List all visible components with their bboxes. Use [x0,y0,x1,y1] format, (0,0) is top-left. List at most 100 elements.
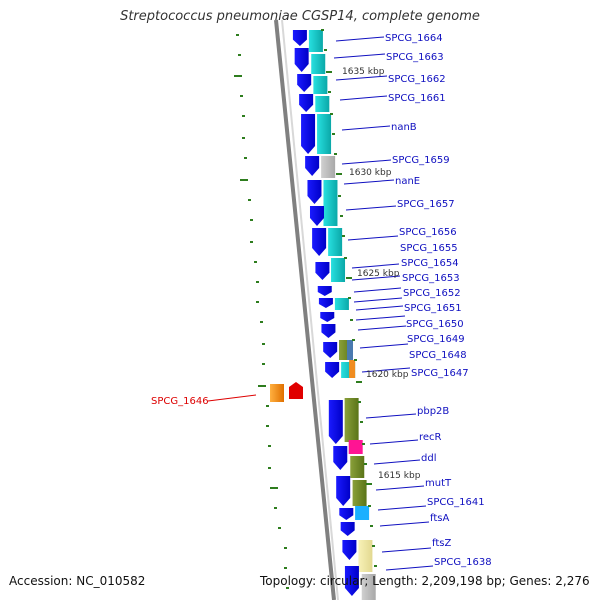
gene-label[interactable]: pbp2B [417,406,449,417]
cog-block [334,298,349,310]
gc-content-track [234,34,289,589]
gene-arrow[interactable] [299,94,314,112]
gene-label[interactable]: SPCG_1659 [392,155,450,166]
genome-backbone [274,19,336,600]
cog-block [350,456,365,478]
gene-label[interactable]: SPCG_1657 [397,199,455,210]
gene-leader-line [353,297,403,303]
gene-label[interactable]: SPCG_1651 [404,303,462,314]
gene-leader-line [335,75,388,81]
cog-block [358,540,373,572]
ruler-label: 1620 kbp [366,370,409,380]
gene-leader-line [357,325,407,331]
genome-backbone-shadow [281,19,339,600]
gene-leader-line [355,315,406,321]
cog-block-reverse [270,384,284,402]
gene-leader-line [351,275,401,281]
ruler-label: 1635 kbp [342,67,385,77]
gene-arrow[interactable] [323,342,338,358]
gene-label[interactable]: SPCG_1664 [385,33,443,44]
gene-arrow[interactable] [312,228,327,256]
gene-arrow[interactable] [315,262,330,280]
gene-leader-line [373,459,421,465]
gene-arrow[interactable] [318,298,333,308]
gene-leader-line [385,565,434,571]
gene-leader-line [365,413,417,419]
gene-label-reverse[interactable]: SPCG_1646 [151,396,209,407]
gene-label[interactable]: SPCG_1655 [400,243,458,254]
gene-leader-line [369,439,419,445]
gene-arrow[interactable] [321,324,336,338]
cog-block [315,96,330,112]
cog-block [361,574,376,600]
gene-leader-line [379,521,430,527]
gene-label[interactable]: SPCG_1647 [411,368,469,379]
gene-arrow[interactable] [342,540,357,560]
gene-arrow[interactable] [339,508,354,520]
gene-arrow[interactable] [292,30,307,46]
gene-arrow[interactable] [307,180,322,204]
gene-arrow[interactable] [340,522,355,536]
cog-block [331,258,346,282]
gene-label[interactable]: SPCG_1662 [388,74,446,85]
gene-label[interactable]: SPCG_1652 [403,288,461,299]
genome-summary-text: Topology: circular; Length: 2,209,198 bp… [260,574,590,588]
gene-label[interactable]: SPCG_1661 [388,93,446,104]
gene-label[interactable]: ftsA [430,513,449,524]
gene-leader-line [345,205,397,211]
gene-label[interactable]: ftsZ [432,538,451,549]
gene-label[interactable]: ddl [421,453,436,464]
gene-label[interactable]: SPCG_1656 [399,227,457,238]
cog-block [344,398,359,442]
cog-block [323,180,338,226]
gene-label[interactable]: nanB [391,122,417,133]
gene-label[interactable]: SPCG_1663 [386,52,444,63]
cog-block [346,340,353,360]
gene-arrow[interactable] [305,156,320,176]
gene-arrow[interactable] [317,286,332,296]
gene-arrow[interactable] [344,566,359,596]
gene-leader-line [375,485,425,491]
gene-arrow[interactable] [294,48,309,72]
gene-leader-line [341,125,391,131]
gene-label[interactable]: SPCG_1638 [434,557,492,568]
gene-leader-line [347,235,399,241]
gene-label[interactable]: nanE [395,176,420,187]
gene-arrow[interactable] [328,400,343,444]
gene-leader-line [359,343,409,349]
gene-arrow[interactable] [301,114,316,154]
gene-label[interactable]: recR [419,432,442,443]
gene-label[interactable]: SPCG_1641 [427,497,485,508]
gene-label[interactable]: SPCG_1650 [406,319,464,330]
gene-arrow-reverse[interactable] [289,382,303,399]
gene-leader-line [335,36,385,42]
gene-label[interactable]: SPCG_1649 [407,334,465,345]
gene-arrow[interactable] [320,312,335,322]
ruler-label: 1615 kbp [378,471,421,481]
gene-label[interactable]: SPCG_1653 [402,273,460,284]
accession-text: Accession: NC_010582 [9,574,146,588]
gene-arrow[interactable] [336,476,351,506]
gene-arrow[interactable] [325,362,340,378]
gene-label[interactable]: SPCG_1648 [409,350,467,361]
gene-label[interactable]: SPCG_1654 [401,258,459,269]
cog-block [352,480,367,506]
gene-leader-line [341,159,392,165]
ruler-label: 1630 kbp [349,168,392,178]
gene-arrow[interactable] [333,446,348,470]
gene-arrow-track [292,30,359,596]
gene-leader-line [351,263,400,269]
gene-label[interactable]: mutT [425,478,452,489]
cog-block [348,440,363,454]
gene-leader-line-reverse [207,394,257,402]
gene-leader-line [361,367,411,373]
gene-arrow[interactable] [309,206,324,226]
ruler-ticks [321,29,377,567]
gene-leader-line [333,53,386,59]
map-title: Streptococcus pneumoniae CGSP14, complet… [120,9,480,24]
gene-leader-line [355,305,404,311]
cog-block [311,54,326,74]
cog-block [321,156,336,178]
gene-leader-line [343,179,395,185]
gene-arrow[interactable] [297,74,312,92]
